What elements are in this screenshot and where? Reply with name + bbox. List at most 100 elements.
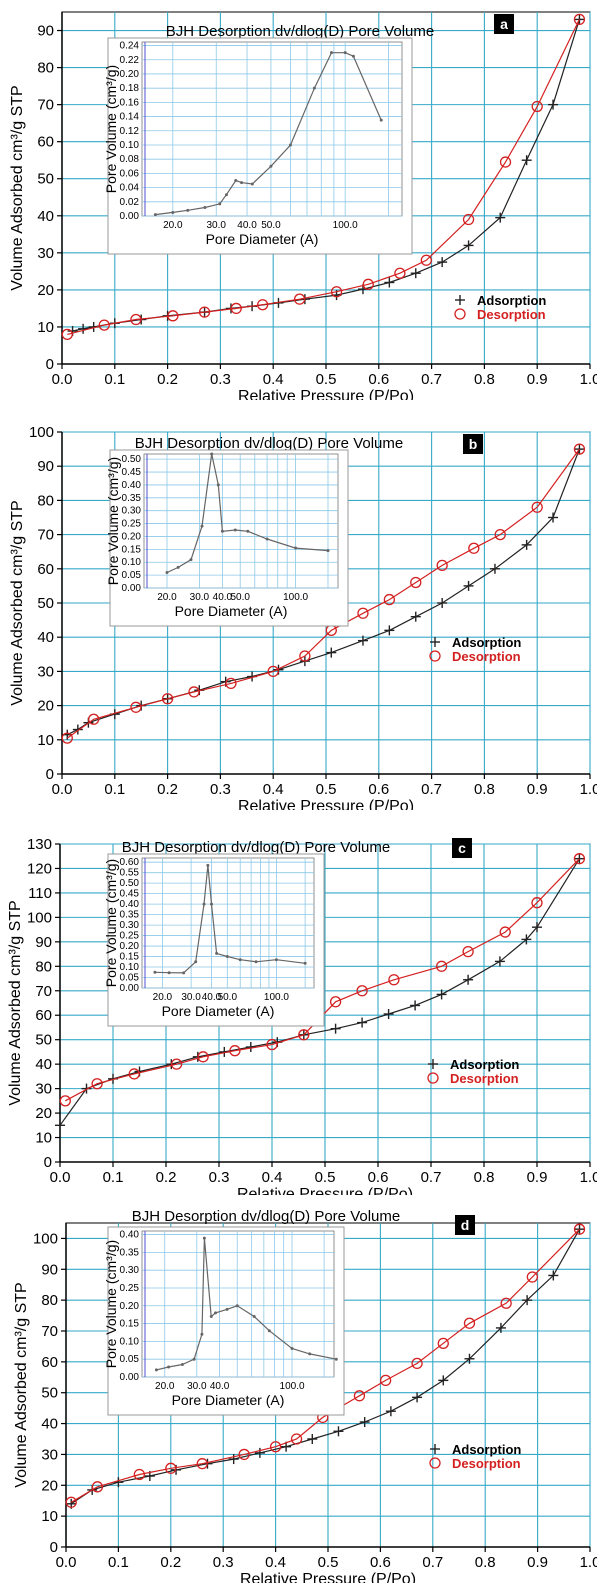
- y-tick-label: 80: [35, 958, 52, 975]
- inset-y-tick-label: 0.10: [120, 1336, 140, 1347]
- inset-y-tick-label: 0.25: [120, 1283, 140, 1294]
- inset-point: [202, 902, 206, 906]
- inset-y-tick-label: 0.25: [122, 519, 142, 530]
- adsorption-point: [463, 580, 474, 591]
- inset-point: [203, 205, 207, 209]
- inset-y-tick-label: 0.15: [120, 1319, 140, 1330]
- x-tick-label: 0.5: [316, 781, 337, 798]
- x-tick-label: 0.4: [263, 781, 284, 798]
- desorption-point: [299, 650, 311, 662]
- inset-point: [194, 960, 198, 964]
- inset-x-tick-label: 100.0: [333, 220, 358, 231]
- x-tick-label: 1.0: [580, 371, 597, 388]
- y-tick-label: 40: [35, 1056, 52, 1073]
- desorption-point: [499, 926, 511, 938]
- desorption-point: [238, 1448, 250, 1461]
- y-tick-label: 100: [33, 1230, 58, 1247]
- inset-point: [180, 1363, 184, 1367]
- desorption-point: [362, 278, 374, 290]
- legend-adsorption-label: Adsorption: [477, 293, 546, 308]
- y-tick-label: 70: [35, 983, 52, 1000]
- adsorption-point: [436, 989, 447, 1000]
- y-tick-label: 70: [37, 97, 54, 114]
- adsorption-point: [410, 268, 421, 279]
- x-tick-label: 0.8: [474, 781, 495, 798]
- panel-label: d: [461, 1217, 470, 1233]
- desorption-point: [266, 1038, 278, 1051]
- inset-x-tick-label: 20.0: [163, 220, 183, 231]
- desorption-point: [500, 1297, 512, 1309]
- inset-point: [192, 1357, 196, 1361]
- desorption-line: [70, 1228, 580, 1503]
- inset-pore-volume-line: [155, 52, 382, 216]
- inset-y-tick-label: 0.00: [120, 983, 140, 994]
- inset-y-tick-label: 0.35: [120, 1247, 140, 1258]
- x-tick-label: 0.1: [108, 1554, 129, 1571]
- x-tick-label: 0.0: [52, 781, 73, 798]
- y-tick-label: 0: [50, 1539, 58, 1556]
- isotherm-chart-d: 0.0 0.1 0.2 0.3 0.4 0.5 0.6 0.7 0.8 0.9 1.0 0 10 20 30…: [13, 1208, 597, 1583]
- inset-y-tick-label: 0.05: [120, 973, 140, 984]
- adsorption-point: [437, 257, 448, 268]
- x-tick-label: 1.0: [580, 781, 597, 798]
- y-tick-label: 40: [37, 629, 54, 646]
- adsorption-point: [548, 99, 559, 110]
- inset-point: [220, 529, 224, 533]
- adsorption-point: [228, 1454, 239, 1465]
- inset-point: [265, 537, 269, 541]
- inset-x-axis-title: Pore Diameter (A): [175, 603, 288, 619]
- inset-point: [274, 958, 278, 962]
- x-tick-label: 0.0: [56, 1554, 77, 1571]
- desorption-point: [225, 677, 237, 690]
- x-tick-label: 0.0: [52, 371, 73, 388]
- desorption-point: [388, 974, 400, 986]
- inset-y-tick-label: 0.08: [120, 154, 140, 165]
- inset-chart: 0.00 0.02 0.04 0.06 0.08 0.10 0.12 0.14 0.16 0.18…: [103, 37, 413, 255]
- desorption-point: [59, 1095, 71, 1107]
- y-tick-label: 10: [37, 732, 54, 749]
- adsorption-point: [489, 563, 500, 574]
- inset-point: [154, 1368, 158, 1372]
- y-tick-label: 90: [37, 23, 54, 40]
- panel-badge: [463, 434, 483, 454]
- inset-x-axis-title: Pore Diameter (A): [162, 1003, 275, 1019]
- inset-x-tick-label: 50.0: [218, 992, 238, 1003]
- adsorption-point: [437, 598, 448, 608]
- adsorption-point: [81, 1083, 92, 1094]
- x-tick-label: 0.9: [527, 1554, 548, 1571]
- inset-y-tick-label: 0.40: [120, 899, 140, 910]
- inset-y-tick-label: 0.05: [122, 570, 142, 581]
- inset-y-axis-title: Pore Volume (cm³/g): [103, 65, 119, 193]
- adsorption-point: [383, 1009, 394, 1020]
- y-tick-label: 40: [41, 1416, 58, 1433]
- desorption-point: [133, 1468, 146, 1481]
- desorption-point: [356, 985, 368, 997]
- desorption-point: [167, 310, 179, 322]
- desorption-point: [88, 713, 100, 725]
- adsorption-point: [384, 277, 395, 288]
- y-tick-label: 30: [37, 663, 54, 680]
- desorption-point: [91, 1078, 103, 1090]
- legend-adsorption-label: Adsorption: [452, 1442, 521, 1457]
- inset-y-tick-label: 0.22: [120, 55, 140, 66]
- inset-y-tick-label: 0.25: [120, 931, 140, 942]
- adsorption-point: [357, 635, 368, 646]
- x-tick-label: 0.5: [318, 1554, 339, 1571]
- x-tick-label: 0.7: [421, 1169, 442, 1186]
- inset-y-tick-label: 0.00: [120, 1372, 140, 1383]
- x-tick-label: 1.0: [580, 1554, 597, 1571]
- x-tick-label: 0.6: [368, 371, 389, 388]
- inset-point: [303, 961, 307, 965]
- isotherm-chart-c: 0.0 0.1 0.2 0.3 0.4 0.5 0.6 0.7 0.8 0.9 1.0 0 10 20 30…: [7, 836, 597, 1195]
- adsorption-point: [385, 1406, 396, 1417]
- adsorption-line: [70, 1228, 581, 1505]
- adsorption-point: [521, 934, 532, 945]
- y-tick-label: 50: [37, 171, 54, 188]
- y-tick-label: 80: [37, 60, 54, 77]
- chart-title: BJH Desorption dv/dlog(D) Pore Volume: [122, 839, 390, 856]
- inset-point: [267, 1329, 271, 1333]
- inset-x-tick-label: 30.0: [190, 592, 210, 603]
- desorption-point: [573, 1223, 586, 1235]
- adsorption-point: [463, 974, 474, 985]
